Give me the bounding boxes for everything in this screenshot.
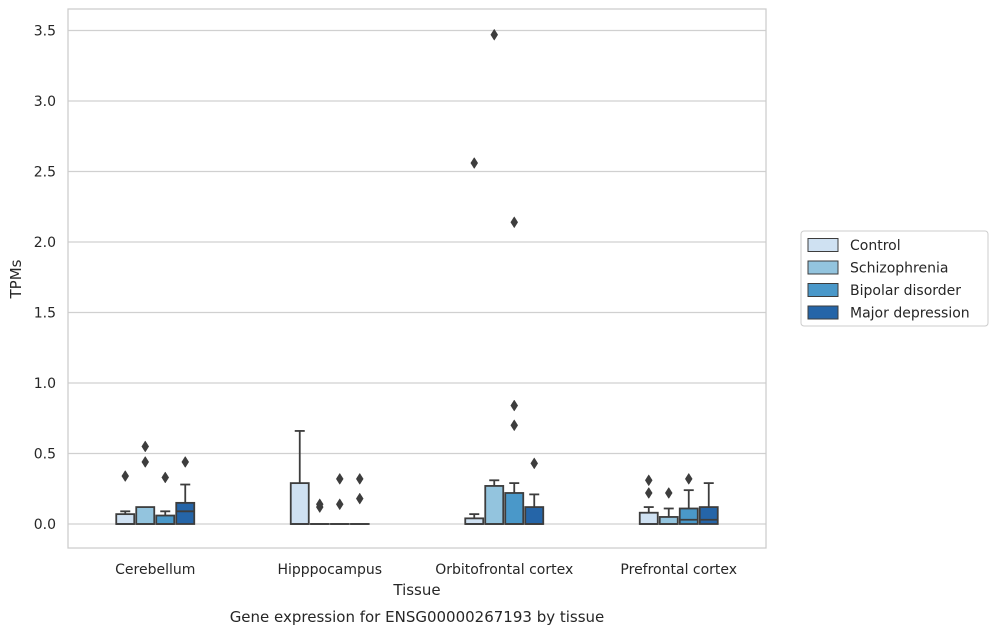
box-group (638, 474, 659, 525)
outlier-point (664, 487, 673, 499)
box-group (115, 470, 136, 525)
y-tick-label: 1.0 (34, 376, 56, 392)
outlier-point (161, 471, 170, 484)
outlier-point (355, 472, 364, 485)
box-group (524, 457, 545, 525)
outlier-point (530, 457, 539, 470)
outlier-point (335, 472, 344, 485)
y-tick-label: 0.5 (34, 447, 56, 463)
outlier-point (644, 487, 653, 499)
box (504, 492, 525, 525)
x-axis-title: Tissue (392, 581, 440, 599)
grid-lines (68, 29, 766, 525)
legend: Control Schizophrenia Bipolar disorder Majo… (800, 230, 989, 327)
box-group (309, 498, 330, 525)
box (658, 516, 679, 525)
x-tick-label: Orbitofrontal cortex (435, 562, 573, 578)
legend-swatch (807, 260, 839, 275)
box-group (504, 216, 525, 525)
chart-caption: Gene expression for ENSG00000267193 by t… (230, 608, 605, 626)
box-group (678, 472, 699, 525)
legend-frame (800, 230, 989, 327)
x-tick-label: Hipppocampus (277, 562, 382, 578)
box-group (175, 455, 196, 525)
legend-label: Schizophrenia (850, 261, 948, 277)
box-group (349, 472, 370, 525)
y-tick-label: 0.0 (34, 517, 56, 533)
box-group (464, 157, 485, 525)
y-tick-label: 3.5 (34, 24, 56, 40)
y-tick-label: 2.5 (34, 165, 56, 181)
outlier-point (141, 455, 150, 468)
legend-label: Control (850, 238, 901, 254)
box (524, 506, 545, 525)
outlier-point (510, 399, 519, 412)
outlier-point (510, 419, 519, 432)
box (115, 513, 136, 525)
outlier-point (684, 472, 693, 485)
y-axis-title: TPMs (7, 259, 25, 299)
box (289, 482, 310, 525)
box-group (484, 28, 505, 525)
outlier-point (121, 470, 130, 483)
box-group (155, 471, 176, 525)
legend-swatch (807, 283, 839, 297)
outlier-point (470, 157, 479, 170)
y-axis-ticks: 0.0 0.5 1.0 1.5 2.0 2.5 3.0 3.5 (34, 24, 56, 534)
box-group (658, 487, 679, 525)
plot-frame (67, 8, 767, 549)
y-tick-label: 3.0 (34, 94, 56, 110)
box-group (698, 482, 719, 525)
box (678, 507, 699, 525)
legend-swatch (807, 305, 839, 320)
y-tick-label: 2.0 (34, 235, 56, 251)
box-group (135, 440, 156, 525)
legend-label: Bipolar disorder (850, 283, 961, 299)
outlier-point (644, 474, 653, 487)
box-group (289, 430, 310, 525)
box (135, 506, 156, 525)
y-tick-label: 1.5 (34, 306, 56, 322)
x-tick-label: Cerebellum (115, 562, 195, 578)
box (698, 506, 719, 525)
x-tick-label: Prefrontal cortex (620, 562, 737, 578)
box (638, 511, 659, 525)
outlier-point (355, 492, 364, 505)
box-plot-series (115, 28, 719, 525)
box-group (329, 472, 350, 525)
legend-label: Major depression (850, 306, 970, 322)
box (155, 514, 176, 525)
x-axis-ticks: Cerebellum Hipppocampus Orbitofrontal cort… (115, 562, 737, 578)
outlier-point (181, 455, 190, 468)
outlier-point (335, 498, 344, 511)
outlier-point (315, 498, 324, 511)
box (484, 485, 505, 525)
outlier-point (510, 216, 519, 229)
outlier-point (490, 28, 499, 41)
box (175, 501, 196, 525)
outlier-point (141, 440, 150, 453)
legend-swatch (807, 238, 839, 252)
